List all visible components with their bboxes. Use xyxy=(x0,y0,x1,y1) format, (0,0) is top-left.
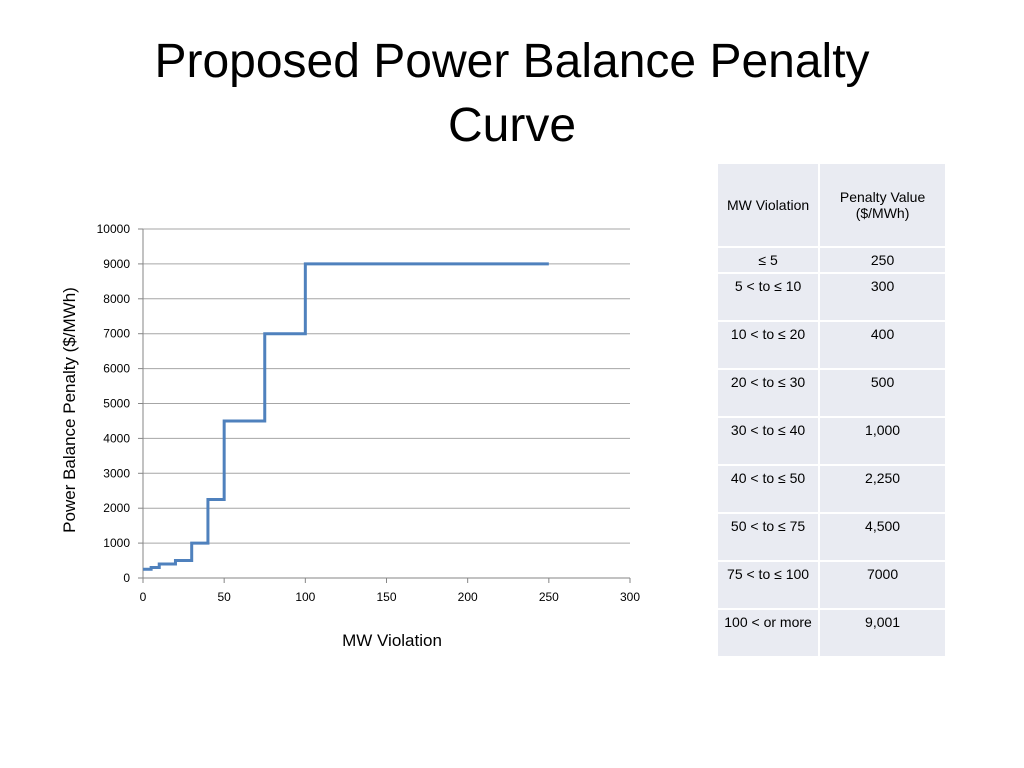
cell-penalty-value: 1,000 xyxy=(818,416,947,466)
y-tick-label: 5000 xyxy=(103,397,130,411)
y-axis-title: Power Balance Penalty ($/MWh) xyxy=(60,287,79,533)
x-axis-title: MW Violation xyxy=(342,631,442,650)
table-row: 100 < or more 9,001 xyxy=(715,608,947,658)
cell-mw-violation: 30 < to ≤ 40 xyxy=(715,416,821,466)
x-tick-label: 200 xyxy=(458,590,478,604)
cell-mw-violation: 40 < to ≤ 50 xyxy=(715,464,821,514)
gridlines xyxy=(143,228,630,544)
header-mw-violation: MW Violation xyxy=(715,162,821,248)
table-row: 75 < to ≤ 100 7000 xyxy=(715,560,947,610)
cell-mw-violation: 10 < to ≤ 20 xyxy=(715,320,821,370)
table-row: 10 < to ≤ 20 400 xyxy=(715,320,947,370)
cell-mw-violation: 50 < to ≤ 75 xyxy=(715,512,821,562)
series xyxy=(143,262,549,571)
y-tick-label: 1000 xyxy=(103,536,130,550)
cell-penalty-value: 300 xyxy=(818,272,947,322)
cell-mw-violation: ≤ 5 xyxy=(715,246,821,274)
header-penalty-value: Penalty Value ($/MWh) xyxy=(818,162,947,248)
y-tick-label: 3000 xyxy=(103,466,130,480)
cell-mw-violation: 20 < to ≤ 30 xyxy=(715,368,821,418)
table-header-row: MW Violation Penalty Value ($/MWh) xyxy=(715,162,947,248)
y-tick-label: 6000 xyxy=(103,362,130,376)
y-tick-label: 10000 xyxy=(97,222,131,236)
table-row: 30 < to ≤ 40 1,000 xyxy=(715,416,947,466)
cell-penalty-value: 7000 xyxy=(818,560,947,610)
cell-mw-violation: 75 < to ≤ 100 xyxy=(715,560,821,610)
penalty-table: MW Violation Penalty Value ($/MWh) ≤ 5 2… xyxy=(715,162,947,658)
table-row: 5 < to ≤ 10 300 xyxy=(715,272,947,322)
table-row: 20 < to ≤ 30 500 xyxy=(715,368,947,418)
x-tick-label: 150 xyxy=(376,590,396,604)
y-tick-labels: 0 1000 2000 3000 4000 5000 6000 7000 8000 9000 100… xyxy=(97,222,131,585)
x-tick-label: 50 xyxy=(217,590,231,604)
axes xyxy=(138,228,631,583)
y-tick-label: 9000 xyxy=(103,257,130,271)
table-row: 40 < to ≤ 50 2,250 xyxy=(715,464,947,514)
penalty-curve-chart: 0100020003000400050006000700080009000100… xyxy=(60,222,641,650)
cell-penalty-value: 500 xyxy=(818,368,947,418)
y-tick-label: 7000 xyxy=(103,327,130,341)
cell-mw-violation: 100 < or more xyxy=(715,608,821,658)
cell-mw-violation: 5 < to ≤ 10 xyxy=(715,272,821,322)
x-tick-label: 100 xyxy=(295,590,315,604)
penalty-step-line xyxy=(143,262,549,571)
x-tick-label: 0 xyxy=(140,590,147,604)
table-row: ≤ 5 250 xyxy=(715,246,947,274)
cell-penalty-value: 2,250 xyxy=(818,464,947,514)
y-tick-label: 4000 xyxy=(103,431,130,445)
table-row: 50 < to ≤ 75 4,500 xyxy=(715,512,947,562)
slide-title: Proposed Power Balance Penalty Curve xyxy=(154,35,870,152)
cell-penalty-value: 250 xyxy=(818,246,947,274)
y-tick-label: 0 xyxy=(123,571,130,585)
y-tick-label: 8000 xyxy=(103,292,130,306)
y-tick-label: 2000 xyxy=(103,501,130,515)
cell-penalty-value: 9,001 xyxy=(818,608,947,658)
x-tick-label: 250 xyxy=(539,590,559,604)
cell-penalty-value: 400 xyxy=(818,320,947,370)
x-tick-label: 300 xyxy=(620,590,640,604)
x-tick-labels: 0 50 100 150 200 250 300 xyxy=(140,590,641,604)
cell-penalty-value: 4,500 xyxy=(818,512,947,562)
